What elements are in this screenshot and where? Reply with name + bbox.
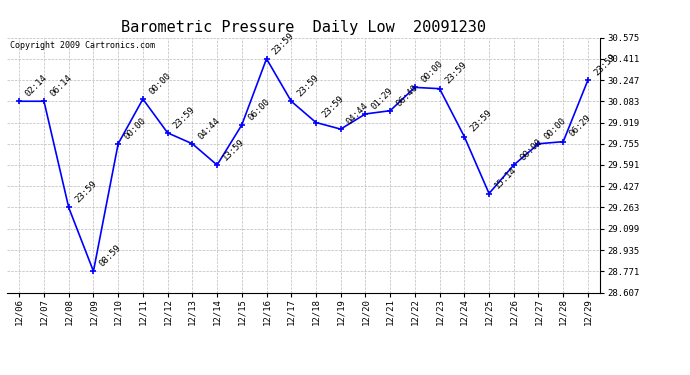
Text: 23:59: 23:59: [295, 73, 321, 99]
Text: 23:59: 23:59: [469, 108, 494, 134]
Text: 01:29: 01:29: [370, 86, 395, 111]
Text: 06:40: 06:40: [394, 82, 420, 108]
Text: 00:00: 00:00: [147, 71, 172, 96]
Text: 06:00: 06:00: [246, 97, 271, 122]
Text: 06:29: 06:29: [567, 114, 593, 139]
Text: 23:59: 23:59: [172, 105, 197, 130]
Text: 06:14: 06:14: [48, 73, 74, 99]
Text: 00:00: 00:00: [542, 116, 568, 141]
Text: 13:59: 13:59: [221, 137, 246, 162]
Text: 15:14: 15:14: [493, 165, 519, 191]
Text: Copyright 2009 Cartronics.com: Copyright 2009 Cartronics.com: [10, 41, 155, 50]
Text: 23:59: 23:59: [320, 94, 346, 120]
Text: 02:14: 02:14: [23, 73, 49, 99]
Text: 23:59: 23:59: [73, 179, 98, 205]
Text: 08:59: 08:59: [97, 243, 123, 268]
Text: 23:59: 23:59: [444, 60, 469, 86]
Text: 00:00: 00:00: [518, 137, 543, 162]
Text: 00:00: 00:00: [122, 116, 148, 141]
Title: Barometric Pressure  Daily Low  20091230: Barometric Pressure Daily Low 20091230: [121, 20, 486, 35]
Text: 04:44: 04:44: [345, 101, 371, 126]
Text: 23:59: 23:59: [592, 52, 618, 77]
Text: 00:00: 00:00: [419, 59, 444, 85]
Text: 04:44: 04:44: [197, 116, 222, 141]
Text: 23:59: 23:59: [270, 31, 296, 56]
